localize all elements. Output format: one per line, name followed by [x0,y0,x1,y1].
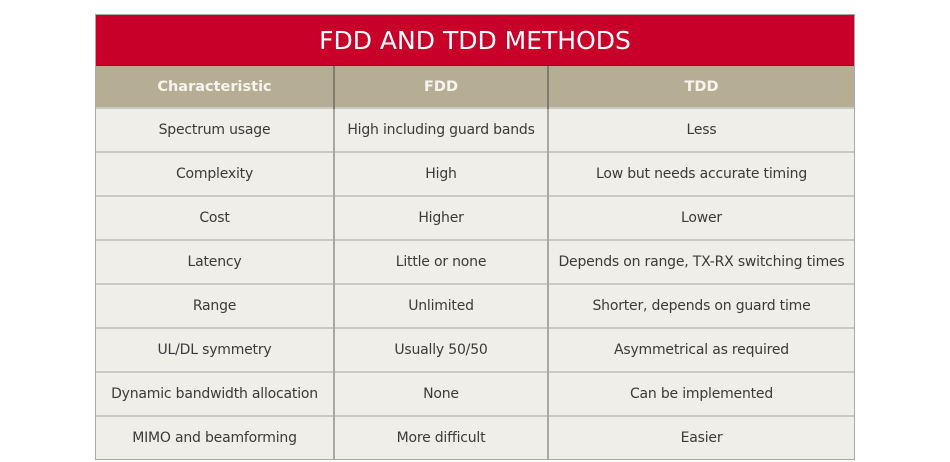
table-cell: UL/DL symmetry [96,327,335,372]
table-cell: Unlimited [334,283,549,328]
table-title: FDD AND TDD METHODS [96,15,854,66]
table-cell: Easier [548,415,854,459]
header-row: Characteristic FDD TDD [96,66,854,108]
table-row: Cost Higher Lower [96,195,854,240]
table-cell: Spectrum usage [96,107,335,152]
table-row: Latency Little or none Depends on range, T… [96,239,854,284]
column-header: FDD [334,66,549,108]
table-row: Range Unlimited Shorter, depends on guard … [96,283,854,328]
column-header: Characteristic [96,66,335,108]
table-cell: MIMO and beamforming [96,415,335,459]
table-cell: Shorter, depends on guard time [548,283,854,328]
table-cell: Cost [96,195,335,240]
table-cell: Depends on range, TX-RX switching times [548,239,854,284]
table-cell: Higher [334,195,549,240]
table-row: MIMO and beamforming More difficult Easier [96,415,854,459]
table-row: Complexity High Low but needs accurate tim… [96,151,854,196]
column-header: TDD [548,66,854,108]
table-cell: Dynamic bandwidth allocation [96,371,335,416]
table-cell: Usually 50/50 [334,327,549,372]
table-row: UL/DL symmetry Usually 50/50 Asymmetrical … [96,327,854,372]
table-cell: High [334,151,549,196]
table-cell: Can be implemented [548,371,854,416]
table-body: Characteristic FDD TDD Spectrum usage High … [96,66,854,459]
table-cell: Asymmetrical as required [548,327,854,372]
table-cell: Latency [96,239,335,284]
comparison-table: FDD AND TDD METHODS Characteristic FDD TDD… [95,14,855,460]
table-cell: Lower [548,195,854,240]
table-cell: Low but needs accurate timing [548,151,854,196]
table-cell: None [334,371,549,416]
table-cell: High including guard bands [334,107,549,152]
table-cell: Complexity [96,151,335,196]
table-row: Dynamic bandwidth allocation None Can be i… [96,371,854,416]
table-row: Spectrum usage High including guard bands… [96,107,854,152]
table-cell: Less [548,107,854,152]
table-cell: Range [96,283,335,328]
table-cell: Little or none [334,239,549,284]
table-cell: More difficult [334,415,549,459]
